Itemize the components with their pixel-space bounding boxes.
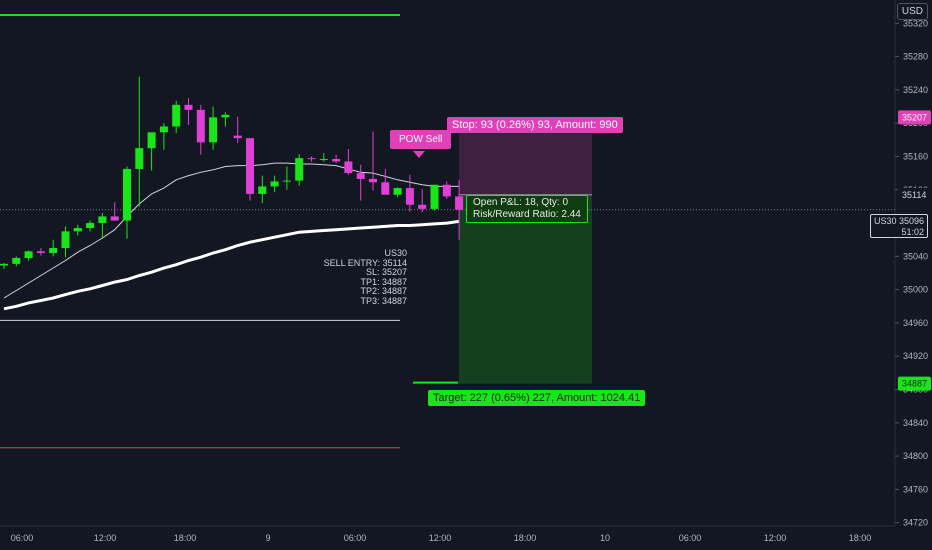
candle-up[interactable] (49, 248, 58, 254)
risk-reward-text: Risk/Reward Ratio: 2.44 (473, 209, 581, 220)
candle-up[interactable] (98, 216, 107, 224)
trade-tp3: TP3: 34887 (360, 295, 407, 306)
ma-fast-line (3, 162, 460, 299)
y-tick-label: 35160 (903, 151, 928, 161)
target-label[interactable]: Target: 227 (0.65%) 227, Amount: 1024.41 (428, 390, 646, 406)
y-tick-label: 34840 (903, 418, 928, 428)
y-tick-label: 35280 (903, 52, 928, 62)
x-tick-label: 06:00 (679, 533, 702, 543)
y-tick-label: 34760 (903, 484, 928, 494)
target-zone[interactable] (459, 194, 592, 384)
stop-label[interactable]: Stop: 93 (0.26%) 93, Amount: 990 (447, 117, 623, 133)
candle-up[interactable] (147, 132, 156, 149)
trade-entry: SELL ENTRY: 35114 (323, 257, 407, 268)
y-tick-label: 34920 (903, 351, 928, 361)
x-tick-label: 9 (265, 533, 270, 543)
candle-up[interactable] (270, 181, 279, 187)
candle-down[interactable] (418, 204, 427, 209)
candle-up[interactable] (319, 158, 328, 160)
candle-down[interactable] (233, 135, 242, 139)
candle-down[interactable] (442, 184, 451, 197)
trade-symbol: US30 (384, 248, 407, 258)
candle-down[interactable] (455, 196, 464, 210)
candle-down[interactable] (356, 173, 365, 179)
trade-info-panel: US30 SELL ENTRY: 35114 SL: 35207 TP1: 34… (300, 248, 407, 306)
candle-up[interactable] (295, 158, 304, 181)
candle-down[interactable] (332, 158, 341, 162)
candle-up[interactable] (172, 104, 181, 127)
candle-down[interactable] (381, 182, 390, 195)
candle-down[interactable] (184, 104, 193, 110)
candle-down[interactable] (110, 216, 119, 221)
symbol-label: US30 (874, 216, 897, 226)
candle-down[interactable] (196, 109, 205, 143)
y-tick-label: 34960 (903, 318, 928, 328)
y-tick-label: 35040 (903, 251, 928, 261)
x-tick-label: 06:00 (344, 533, 367, 543)
candle-up[interactable] (86, 223, 95, 229)
candle-down[interactable] (405, 188, 414, 205)
y-tick-label: 34800 (903, 451, 928, 461)
x-tick-label: 18:00 (174, 533, 197, 543)
x-tick-label: 06:00 (11, 533, 34, 543)
candle-up[interactable] (12, 258, 21, 264)
x-tick-label: 12:00 (94, 533, 117, 543)
candle-up[interactable] (61, 231, 70, 249)
entry-price-badge[interactable] (898, 187, 931, 202)
trade-tp1: TP1: 34887 (360, 276, 407, 287)
current-price: 35096 (898, 216, 924, 226)
stop-price-badge[interactable] (898, 110, 931, 125)
candle-down[interactable] (344, 161, 353, 174)
ma-slow-line (3, 219, 460, 311)
trade-sl: SL: 35207 (365, 267, 407, 277)
y-tick-label: 34720 (903, 518, 928, 528)
candle-up[interactable] (221, 114, 230, 118)
candle-down[interactable] (369, 178, 377, 183)
trade-tp2: TP2: 34887 (360, 286, 407, 296)
signal-label[interactable]: POW Sell (390, 130, 452, 149)
y-tick-label: 35000 (903, 285, 928, 295)
candle-down[interactable] (307, 158, 316, 160)
x-tick-label: 10 (600, 533, 610, 543)
candle-up[interactable] (430, 184, 439, 209)
x-tick-label: 18:00 (849, 533, 872, 543)
y-tick-label: 35240 (903, 85, 928, 95)
currency-label[interactable]: USD (896, 3, 928, 20)
countdown-timer: 51:02 (901, 227, 924, 237)
open-pnl-text: Open P&L: 18, Qty: 0 (473, 197, 569, 208)
candle-up[interactable] (0, 263, 8, 266)
stop-price-badge-text: 35207 (902, 112, 927, 122)
candle-down[interactable] (36, 251, 45, 254)
position-pnl-box[interactable]: Open P&L: 18, Qty: 0 Risk/Reward Ratio: … (466, 195, 588, 223)
target-price-badge[interactable] (898, 376, 931, 391)
candle-up[interactable] (73, 228, 82, 232)
candle-up[interactable] (258, 186, 267, 194)
candle-up[interactable] (209, 117, 218, 143)
candle-up[interactable] (159, 126, 168, 133)
candle-up[interactable] (393, 188, 402, 195)
x-tick-label: 12:00 (764, 533, 787, 543)
current-price-tag: US30 35096 51:02 (870, 214, 928, 238)
x-tick-label: 18:00 (514, 533, 537, 543)
signal-pointer (413, 151, 425, 158)
entry-price-badge-text: 35114 (902, 190, 926, 200)
target-price-badge-text: 34887 (902, 379, 927, 389)
x-tick-label: 12:00 (429, 533, 452, 543)
y-tick-label: 35320 (903, 18, 928, 28)
price-tag-row-1: US30 35096 (874, 216, 924, 227)
candle-up[interactable] (123, 168, 131, 221)
candle-up[interactable] (282, 180, 291, 182)
candle-up[interactable] (135, 148, 144, 169)
candle-up[interactable] (24, 251, 33, 259)
candle-down[interactable] (246, 138, 254, 194)
